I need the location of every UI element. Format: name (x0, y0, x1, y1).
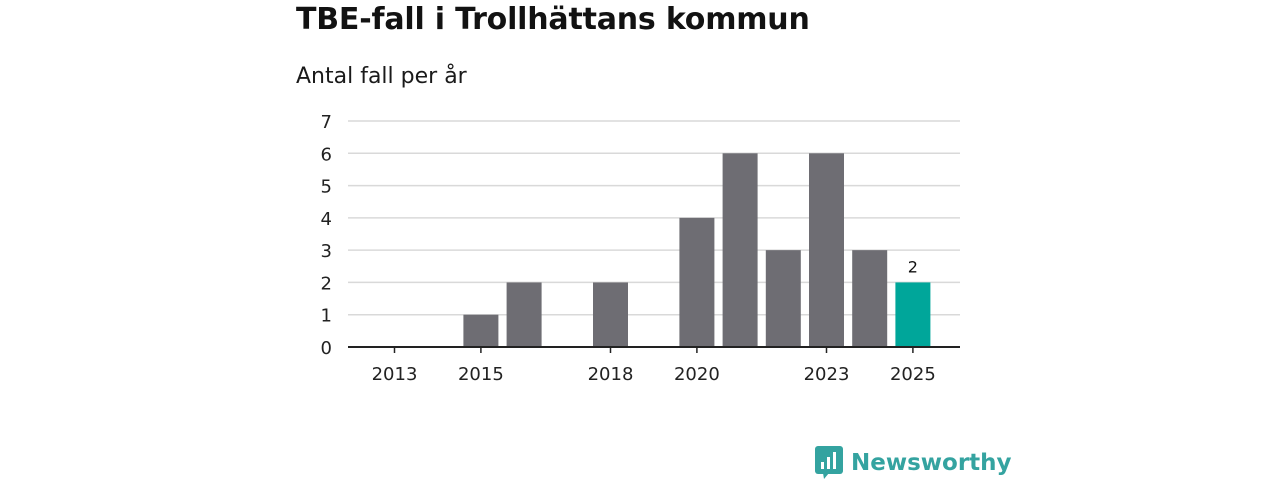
y-tick-label: 2 (321, 273, 332, 294)
bar-chart: 0 1 2 3 4 5 6 7 2013 2015 2018 2020 2023 2025 2 (321, 112, 960, 385)
y-tick-label: 3 (321, 241, 332, 262)
bar-chart-icon (815, 446, 843, 479)
x-tick-label: 2025 (890, 364, 936, 385)
bar-2022 (765, 250, 801, 347)
data-label: 2 (908, 257, 918, 276)
bar-2015 (463, 314, 499, 347)
chart-title: TBE-fall i Trollhättans kommun (296, 2, 810, 37)
y-tick-label: 4 (321, 209, 332, 230)
y-tick-label: 0 (321, 338, 332, 359)
x-tick-label: 2020 (674, 364, 720, 385)
y-tick-label: 1 (321, 306, 332, 327)
y-tick-label: 5 (321, 177, 332, 198)
axes (348, 346, 960, 353)
y-tick-label: 6 (321, 144, 332, 165)
x-tick-label: 2023 (804, 364, 850, 385)
x-tick-label: 2015 (458, 364, 504, 385)
bar-2020 (679, 217, 715, 347)
labels: 0 1 2 3 4 5 6 7 2013 2015 2018 2020 2023 2025 2 (321, 112, 936, 385)
bar-2016 (506, 282, 542, 347)
x-tick-label: 2013 (372, 364, 418, 385)
brand-name: Newsworthy (851, 450, 1012, 476)
bar-2023 (809, 153, 844, 347)
bar-2021 (722, 153, 758, 347)
chart-subtitle: Antal fall per år (296, 64, 467, 89)
bar-2024 (852, 250, 888, 347)
bars (463, 153, 931, 347)
x-tick-label: 2018 (588, 364, 634, 385)
newsworthy-logo: Newsworthy (815, 446, 1012, 480)
bar-2018 (593, 282, 628, 347)
y-tick-label: 7 (321, 112, 332, 133)
bar-2025 (895, 282, 931, 347)
